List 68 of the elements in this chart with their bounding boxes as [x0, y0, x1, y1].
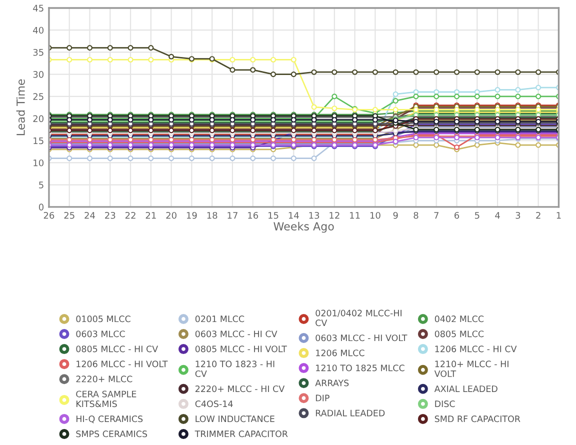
- x-tick-label: 23: [105, 212, 116, 219]
- legend-label: 2220+ MLCC - HI CV: [195, 385, 285, 392]
- legend-label: 1210 TO 1825 MLCC: [316, 364, 404, 372]
- y-tick-label: 25: [33, 93, 44, 100]
- x-tick-label: 2: [536, 212, 540, 219]
- y-axis-title: Lead Time: [16, 79, 25, 136]
- legend-label: 01005 MLCC: [76, 316, 130, 322]
- legend-label: 0603 MLCC - HI CV: [195, 330, 278, 338]
- x-tick-label: 17: [228, 212, 238, 219]
- legend-label: 1210+ MLCC - HI VOLT: [434, 360, 508, 378]
- x-tick-label: 26: [44, 212, 54, 219]
- legend-label: 1206 MLCC: [316, 350, 364, 356]
- x-tick-label: 10: [370, 212, 380, 219]
- x-tick-label: 11: [350, 212, 360, 219]
- legend-label: 0805 MLCC: [434, 330, 484, 338]
- legend-label: DIP: [316, 394, 330, 402]
- x-tick-label: 21: [146, 212, 156, 219]
- x-tick-label: 12: [330, 212, 340, 219]
- x-tick-label: 22: [125, 212, 136, 219]
- x-tick-label: 5: [474, 212, 480, 219]
- legend-label: 0805 MLCC - HI VOLT: [195, 346, 287, 352]
- y-tick-label: 35: [33, 48, 44, 56]
- x-tick-label: 19: [186, 212, 197, 219]
- legend-label: RADIAL LEADED: [316, 410, 385, 416]
- x-tick-label: 15: [268, 212, 278, 219]
- x-tick-label: 3: [516, 212, 520, 219]
- legend-label: 0603 MLCC: [76, 330, 125, 338]
- x-tick-label: 8: [414, 212, 418, 219]
- legend-label: 1206 MLCC - HI CV: [435, 346, 517, 352]
- x-tick-label: 6: [454, 212, 460, 219]
- x-tick-label: 18: [207, 212, 218, 219]
- legend-label: 0603 MLCC - HI VOLT: [316, 334, 408, 342]
- legend-label: 0201/0402 MLCC-HI CV: [316, 310, 402, 326]
- legend-label: 0201 MLCC: [195, 316, 244, 322]
- legend-label: LOW INDUCTANCE: [196, 416, 274, 422]
- y-tick-label: 10: [34, 159, 44, 166]
- x-tick-label: 4: [495, 212, 500, 219]
- y-tick-label: 0: [38, 204, 44, 210]
- x-tick-label: 14: [288, 212, 299, 219]
- y-tick-label: 20: [33, 115, 44, 122]
- legend-label: CERA SAMPLE KITS&MIS: [76, 390, 136, 408]
- legend-label: TRIMMER CAPACITOR: [194, 430, 288, 438]
- legend-label: DISC: [435, 400, 455, 408]
- y-tick-label: 15: [34, 137, 44, 144]
- x-tick-label: 9: [393, 212, 398, 219]
- legend-label: 0402 MLCC: [434, 316, 484, 322]
- y-tick-label: 5: [39, 182, 44, 188]
- y-tick-label: 45: [33, 4, 44, 12]
- legend-label: AXIAL LEADED: [434, 386, 498, 392]
- legend-label: 1206 MLCC - HI VOLT: [76, 360, 168, 368]
- legend-label: C4OS-14: [195, 400, 233, 408]
- legend-label: SMPS CERAMICS: [76, 430, 148, 438]
- x-tick-label: 20: [166, 212, 176, 219]
- x-tick-label: 16: [248, 212, 258, 219]
- x-tick-label: 1: [556, 212, 561, 219]
- legend-label: 1210 TO 1823 - HI CV: [195, 360, 274, 378]
- x-tick-label: 7: [434, 212, 438, 219]
- x-tick-label: 25: [64, 212, 74, 219]
- legend-label: 2220+ MLCC: [76, 376, 132, 382]
- legend-label: 0805 MLCC - HI CV: [76, 346, 158, 352]
- x-tick-label: 24: [84, 212, 95, 219]
- legend-label: ARRAYS: [315, 380, 349, 386]
- x-axis-title: Weeks Ago: [274, 222, 334, 233]
- y-tick-label: 30: [33, 71, 44, 78]
- x-tick-label: 13: [309, 212, 320, 219]
- legend-label: HI-Q CERAMICS: [76, 416, 143, 424]
- legend-label: SMD RF CAPACITOR: [434, 416, 520, 422]
- y-tick-label: 40: [33, 26, 44, 34]
